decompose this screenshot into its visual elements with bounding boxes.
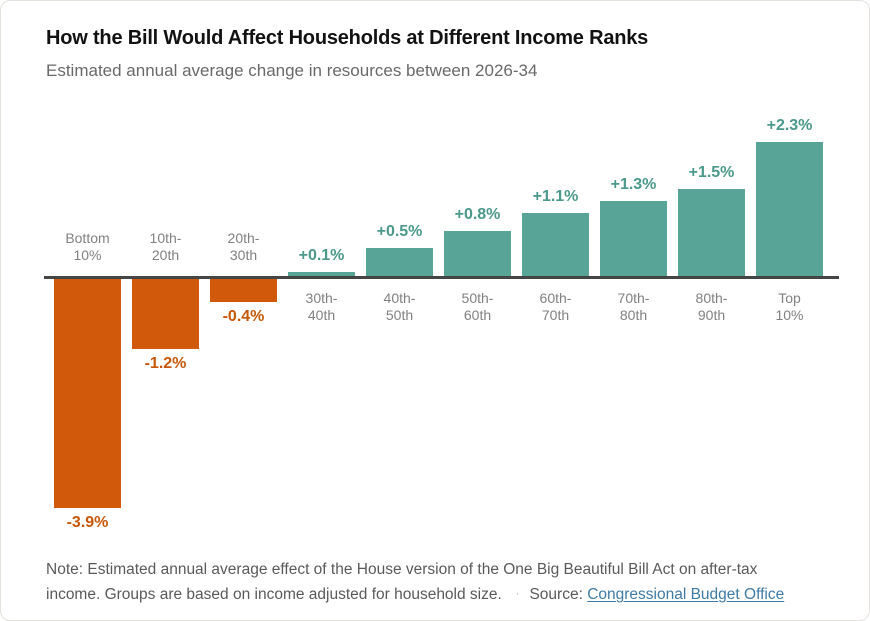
bar	[132, 278, 199, 349]
bar	[288, 272, 355, 278]
bar-value-label: -3.9%	[66, 514, 109, 531]
source-label: Source:	[529, 586, 583, 603]
bar	[54, 278, 121, 508]
bar-value-label: +1.1%	[532, 188, 579, 205]
bar-value-label: -1.2%	[144, 355, 187, 372]
bar-category-label: 60th- 70th	[539, 290, 572, 323]
bar-category-label: Top 10%	[775, 290, 804, 323]
footnote: Note: Estimated annual average effect of…	[46, 557, 836, 607]
separator-dot: ·	[515, 588, 520, 600]
x-axis-line	[44, 276, 839, 279]
bar-value-label: +2.3%	[766, 117, 813, 134]
source-link[interactable]: Congressional Budget Office	[587, 586, 785, 603]
chart-title: How the Bill Would Affect Households at …	[46, 27, 649, 49]
note-line-2: income. Groups are based on income adjus…	[46, 586, 502, 603]
bar-category-label: 20th- 30th	[227, 230, 260, 263]
bar-category-label: 80th- 90th	[695, 290, 728, 323]
bar-category-label: 10th- 20th	[149, 230, 182, 263]
bar-value-label: +0.8%	[454, 206, 501, 223]
chart-subtitle: Estimated annual average change in resou…	[46, 61, 538, 80]
bar-value-label: +1.5%	[688, 164, 735, 181]
bar-category-label: 70th- 80th	[617, 290, 650, 323]
bar-category-label: Bottom 10%	[65, 230, 110, 263]
bar	[678, 189, 745, 278]
note-line-1: Note: Estimated annual average effect of…	[46, 561, 758, 578]
bar	[444, 231, 511, 278]
bar	[210, 278, 277, 302]
bar-value-label: +1.3%	[610, 176, 657, 193]
bar-category-label: 50th- 60th	[461, 290, 494, 323]
bar	[600, 201, 667, 278]
bar-category-label: 30th- 40th	[305, 290, 338, 323]
bar-value-label: +0.5%	[376, 223, 423, 240]
bar-value-label: -0.4%	[222, 308, 265, 325]
bar	[756, 142, 823, 278]
bar	[366, 248, 433, 278]
bar-category-label: 40th- 50th	[383, 290, 416, 323]
bar-value-label: +0.1%	[298, 247, 345, 264]
bar	[522, 213, 589, 278]
